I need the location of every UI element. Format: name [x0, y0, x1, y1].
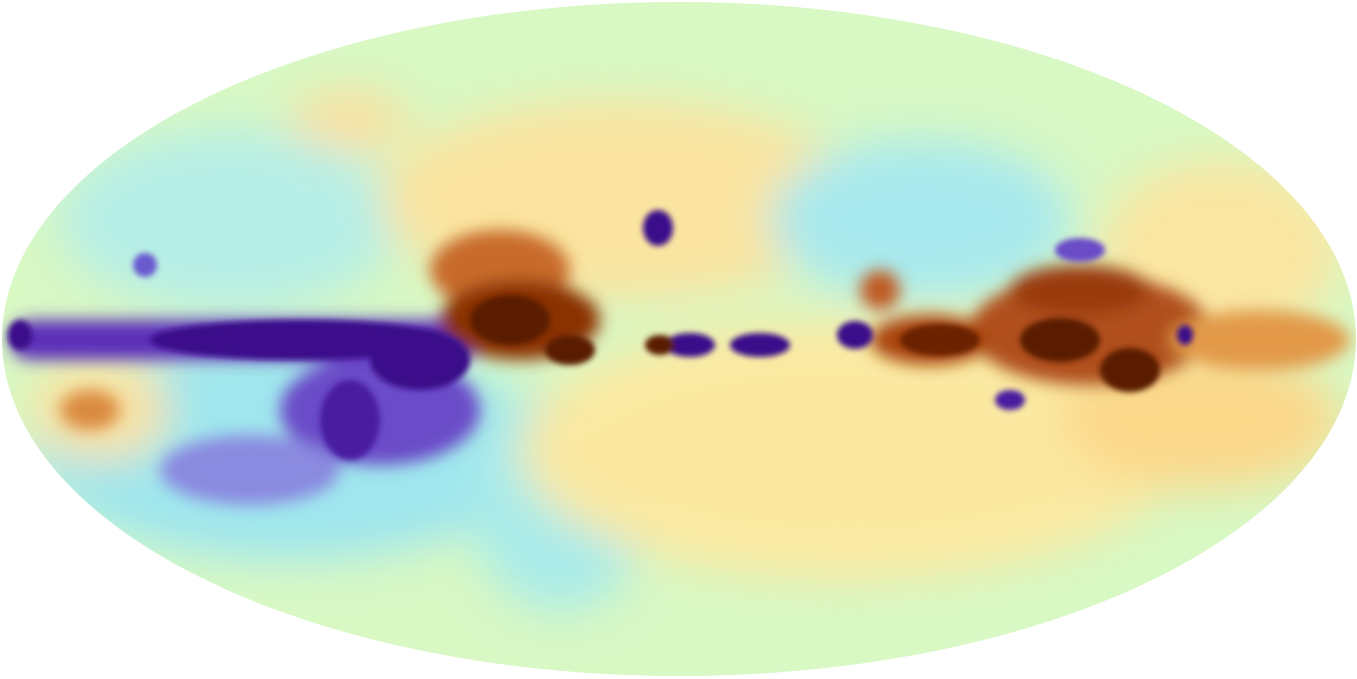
large-scale [30, 90, 1340, 610]
dense-clouds [8, 210, 1193, 460]
